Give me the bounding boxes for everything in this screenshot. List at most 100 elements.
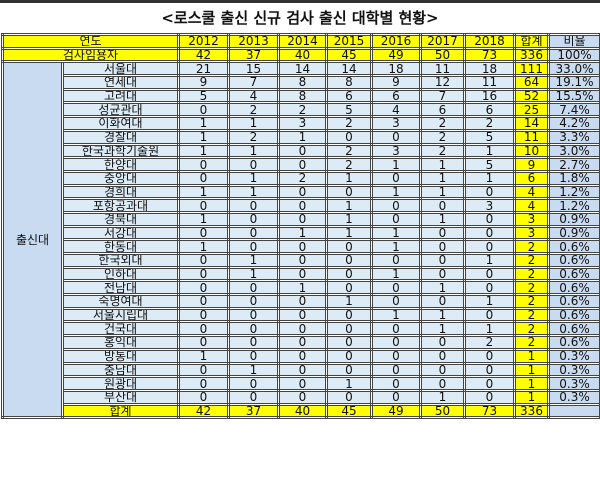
- hires-value: 40: [277, 46, 328, 64]
- row-total: 4: [513, 197, 550, 214]
- year-value: 2: [325, 156, 373, 173]
- sum-value: 73: [463, 402, 516, 420]
- year-value: 1: [227, 252, 280, 269]
- year-value: 0: [325, 128, 373, 146]
- hires-value: 50: [419, 46, 466, 64]
- row-ratio: 7.4%: [547, 101, 600, 119]
- year-value: 1: [325, 197, 373, 214]
- year-value: 1: [463, 293, 516, 310]
- row-ratio: 1.2%: [547, 197, 600, 214]
- year-value: 0: [463, 224, 516, 242]
- year-value: 0: [227, 156, 280, 173]
- year-value: 1: [227, 361, 280, 379]
- year-value: 1: [325, 210, 373, 228]
- year-value: 0: [370, 361, 422, 379]
- year-value: 0: [463, 306, 516, 324]
- year-value: 0: [277, 210, 328, 228]
- year-value: 0: [177, 197, 230, 214]
- row-ratio: 0.3%: [547, 347, 600, 365]
- year-value: 5: [325, 101, 373, 119]
- row-ratio: 0.6%: [547, 306, 600, 324]
- year-value: 5: [177, 87, 230, 105]
- header-row: 연도 2012 2013 2014 2015 2016 2017 2018 합계 비율: [1, 33, 600, 50]
- year-value: 2: [463, 115, 516, 132]
- year-value: 0: [370, 347, 422, 365]
- year-value: 1: [227, 169, 280, 187]
- row-ratio: 3.3%: [547, 128, 600, 146]
- year-value: 1: [370, 265, 422, 283]
- year-value: 3: [277, 115, 328, 132]
- row-total: 6: [513, 169, 550, 187]
- year-value: 1: [227, 265, 280, 283]
- row-ratio: 0.6%: [547, 265, 600, 283]
- university-name: 연세대: [61, 74, 180, 91]
- year-value: 0: [277, 347, 328, 365]
- year-value: 0: [419, 197, 466, 214]
- year-value: 18: [370, 60, 422, 78]
- university-name: 한양대: [61, 156, 180, 173]
- hires-ratio: 100%: [547, 46, 600, 64]
- year-value: 0: [177, 361, 230, 379]
- year-value: 7: [227, 74, 280, 91]
- university-name: 한국과학기술원: [61, 142, 180, 160]
- year-value: 0: [370, 210, 422, 228]
- year-value: 0: [227, 224, 280, 242]
- table-row: 원광대 0 0 0 1 0 0 0 1 0.3%: [3, 375, 600, 392]
- year-value: 2: [419, 142, 466, 160]
- year-value: 0: [463, 279, 516, 297]
- university-name: 서강대: [61, 224, 180, 242]
- year-value: 1: [227, 183, 280, 201]
- row-ratio: 3.0%: [547, 142, 600, 160]
- sum-value: 49: [370, 402, 422, 420]
- year-value: 6: [370, 87, 422, 105]
- year-value: 12: [419, 74, 466, 91]
- year-value: 0: [277, 156, 328, 173]
- university-name: 한동대: [61, 238, 180, 255]
- year-value: 0: [325, 334, 373, 351]
- year-value: 0: [227, 293, 280, 310]
- year-value: 1: [227, 142, 280, 160]
- sum-value: 37: [227, 402, 280, 420]
- year-value: 1: [370, 306, 422, 324]
- year-value: 1: [277, 279, 328, 297]
- year-value: 0: [227, 238, 280, 255]
- year-value: 0: [463, 361, 516, 379]
- year-value: 0: [419, 293, 466, 310]
- table-row: 한양대 0 0 0 2 1 1 5 9 2.7%: [3, 156, 600, 173]
- table-row: 경희대 1 1 0 0 1 1 0 4 1.2%: [3, 183, 600, 201]
- row-total: 111: [513, 60, 550, 78]
- row-total: 10: [513, 142, 550, 160]
- year-value: 1: [177, 210, 230, 228]
- year-value: 0: [325, 279, 373, 297]
- year-value: 3: [463, 197, 516, 214]
- year-value: 1: [370, 156, 422, 173]
- year-value: 1: [463, 320, 516, 338]
- row-total: 3: [513, 224, 550, 242]
- university-name: 홍익대: [61, 334, 180, 351]
- year-value: 1: [419, 279, 466, 297]
- table-row: 숙명여대 0 0 0 1 0 0 1 2 0.6%: [3, 293, 600, 310]
- table-row: 서울시립대 0 0 0 0 1 1 0 2 0.6%: [3, 306, 600, 324]
- year-value: 0: [227, 210, 280, 228]
- university-name: 건국대: [61, 320, 180, 338]
- year-value: 5: [463, 156, 516, 173]
- year-value: 0: [177, 224, 230, 242]
- year-value: 0: [370, 320, 422, 338]
- year-value: 0: [419, 375, 466, 392]
- sum-label: 합계: [61, 402, 180, 420]
- year-value: 1: [325, 375, 373, 392]
- year-value: 1: [177, 238, 230, 255]
- year-value: 0: [277, 334, 328, 351]
- row-total: 2: [513, 238, 550, 255]
- year-value: 0: [277, 197, 328, 214]
- year-value: 1: [370, 183, 422, 201]
- university-name: 경찰대: [61, 128, 180, 146]
- year-value: 0: [419, 334, 466, 351]
- row-ratio: 2.7%: [547, 156, 600, 173]
- year-value: 0: [277, 293, 328, 310]
- year-value: 0: [277, 265, 328, 283]
- sum-value: 50: [419, 402, 466, 420]
- university-name: 숙명여대: [61, 293, 180, 310]
- year-value: 2: [227, 101, 280, 119]
- year-value: 0: [370, 334, 422, 351]
